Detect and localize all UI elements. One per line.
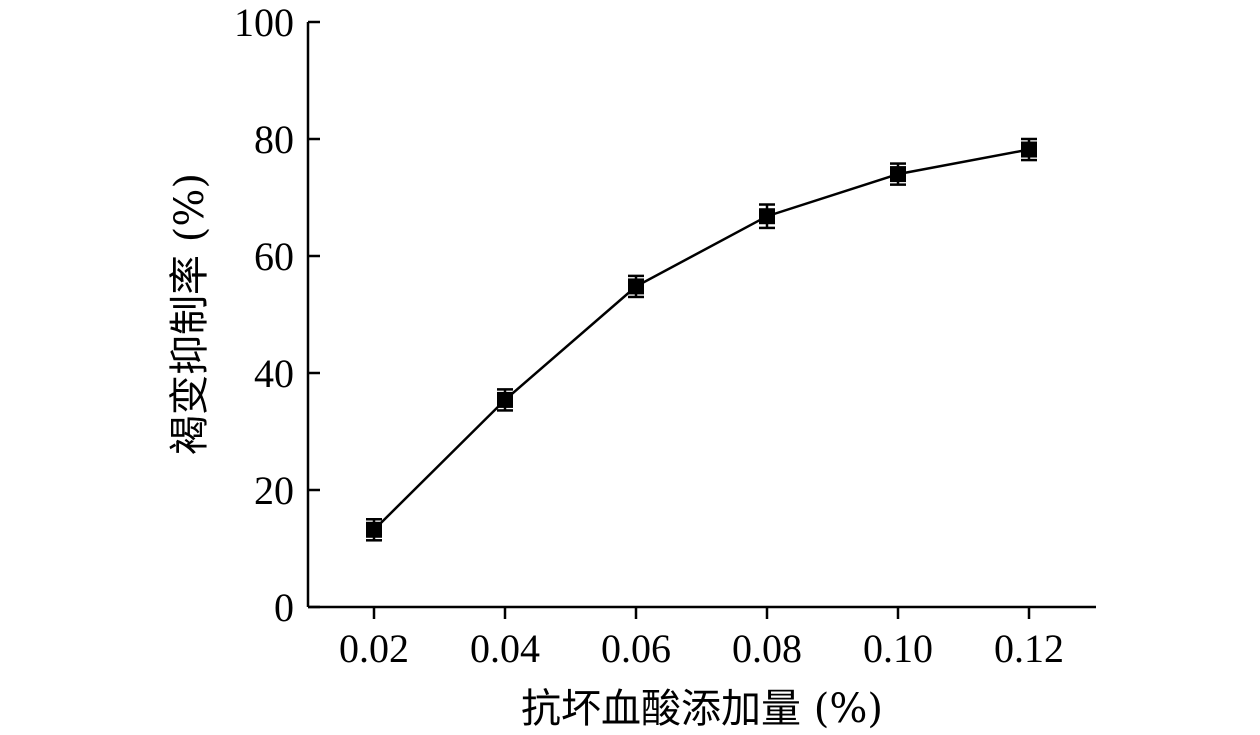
y-tick-label: 40 (254, 351, 294, 396)
x-tick-label: 0.08 (732, 626, 802, 671)
y-ticks: 0 20 40 60 80 100 (234, 0, 320, 630)
y-tick-label: 20 (254, 468, 294, 513)
data-point-marker (628, 278, 644, 295)
data-point-marker (497, 391, 513, 408)
data-point-marker (759, 208, 775, 225)
y-tick-label: 60 (254, 234, 294, 279)
y-tick-label: 0 (274, 585, 294, 630)
y-tick-label: 80 (254, 117, 294, 162)
data-point-marker (366, 521, 382, 538)
x-tick-label: 0.02 (339, 626, 409, 671)
x-axis-title: 抗坏血酸添加量 (%) (521, 686, 883, 732)
axes (306, 22, 1096, 609)
x-tick-label: 0.10 (863, 626, 933, 671)
series-group (366, 137, 1037, 542)
data-point-marker (1021, 141, 1037, 158)
series-line (373, 148, 1030, 531)
x-tick-label: 0.04 (470, 626, 540, 671)
data-point-marker (890, 166, 906, 183)
y-axis-title: 褐变抑制率 (%) (167, 173, 213, 455)
y-tick-label: 100 (234, 0, 294, 45)
x-tick-label: 0.06 (601, 626, 671, 671)
x-ticks: 0.02 0.04 0.06 0.08 0.10 0.12 (339, 607, 1064, 671)
x-tick-label: 0.12 (994, 626, 1064, 671)
